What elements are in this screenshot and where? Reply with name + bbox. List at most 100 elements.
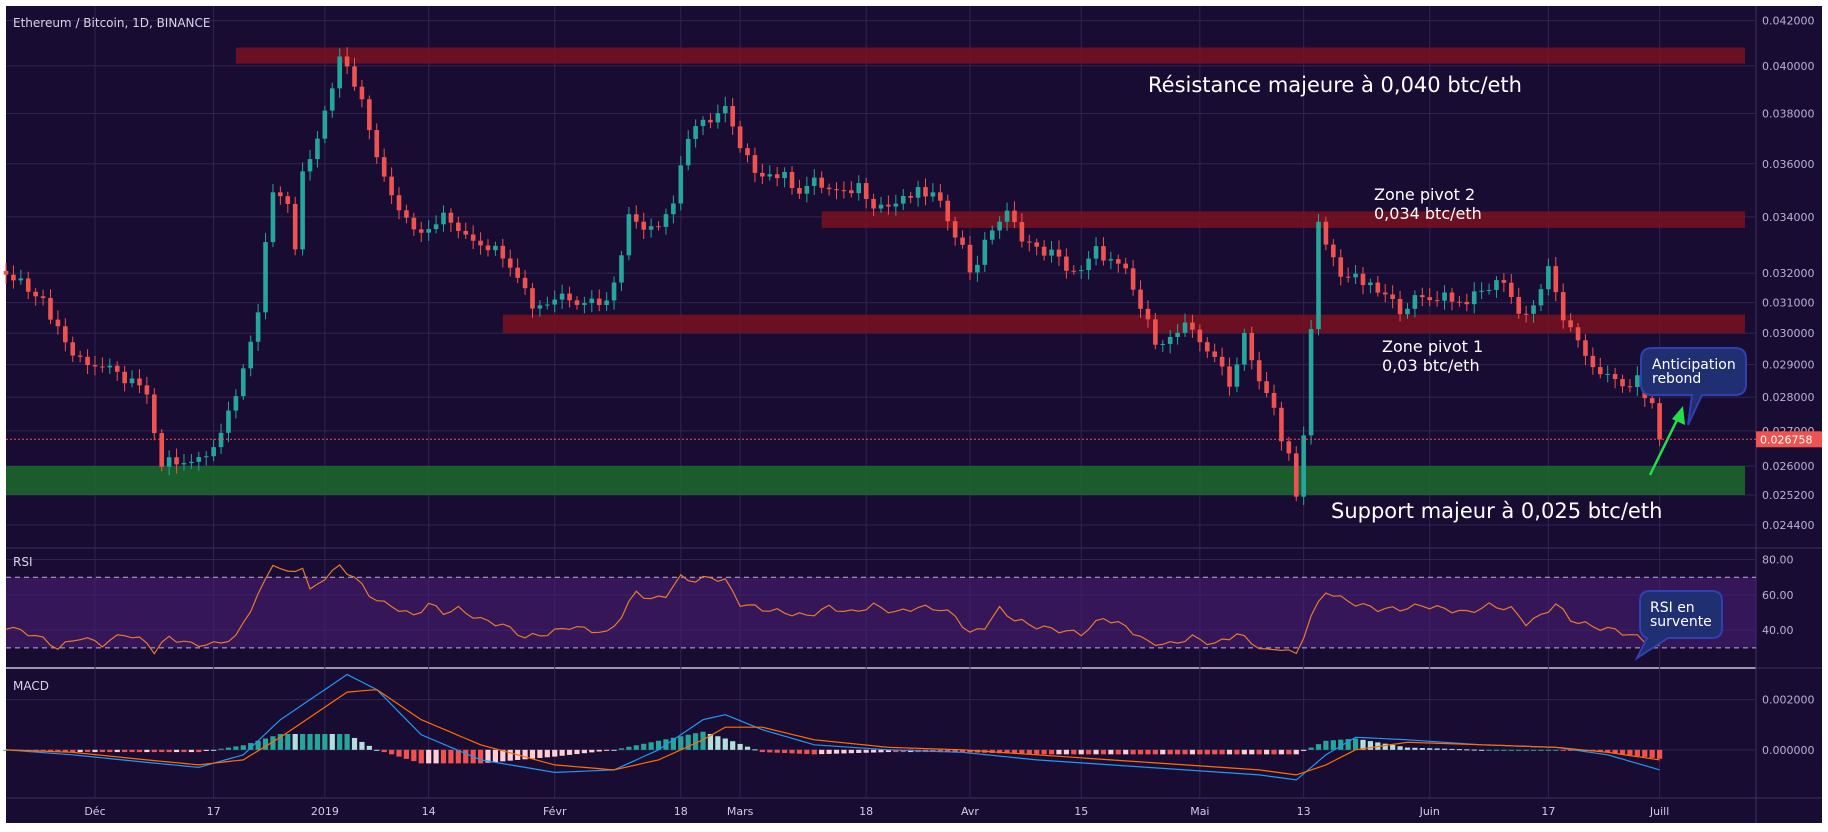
macd-title: MACD: [13, 679, 49, 693]
candle-body: [871, 198, 876, 209]
macd-histogram-bar: [1338, 739, 1344, 750]
macd-histogram-bar: [122, 749, 128, 753]
candle-body: [1523, 313, 1529, 315]
candle-body: [1041, 246, 1047, 256]
macd-histogram-bar: [440, 749, 447, 764]
candle-body: [189, 461, 194, 464]
macd-histogram-bar: [196, 749, 202, 753]
candle-body: [604, 300, 609, 306]
macd-histogram-bar: [1493, 749, 1500, 751]
candle-body: [1501, 280, 1507, 283]
macd-histogram-bar: [1034, 749, 1040, 755]
macd-histogram-bar: [1048, 749, 1055, 755]
macd-histogram-bar: [1137, 749, 1144, 755]
candle-body: [1471, 291, 1477, 305]
candle-body: [1597, 367, 1603, 375]
candle-body: [619, 255, 624, 283]
candle-body: [1538, 289, 1544, 306]
candle-body: [92, 365, 98, 367]
macd-histogram-bar: [1278, 749, 1285, 755]
macd-histogram-bar: [589, 749, 595, 753]
candle-body: [863, 183, 869, 199]
last-price-marker: 0.026758: [6, 431, 1822, 448]
signal-line: [5, 688, 1660, 776]
macd-histogram-bar: [77, 749, 83, 753]
macd-histogram-bar: [767, 749, 773, 753]
candle-body: [834, 189, 839, 191]
candle-body: [25, 278, 31, 292]
macd-histogram-bar: [211, 749, 217, 751]
macd-histogram-bar: [1330, 740, 1336, 750]
macd-histogram-bar: [1315, 744, 1322, 750]
candle-body: [1197, 329, 1203, 343]
candle-body: [1583, 340, 1588, 356]
candle-body: [411, 217, 417, 230]
macd-tick-label: 0.002000: [1762, 694, 1815, 707]
candle-body: [1160, 343, 1166, 345]
candle-body: [945, 200, 951, 222]
candle-body: [1316, 221, 1321, 330]
candle-body: [1590, 355, 1596, 368]
candle-body: [1004, 210, 1010, 222]
macd-histogram-bar: [611, 749, 617, 751]
candle-body: [789, 171, 795, 189]
macd-histogram-bar: [945, 749, 951, 753]
rsi-title: RSI: [13, 555, 33, 569]
macd-histogram-bar: [1568, 749, 1574, 751]
macd-histogram-bar: [833, 749, 840, 754]
candle-body: [967, 244, 973, 273]
macd-histogram-bar: [218, 748, 224, 750]
macd-histogram-bar: [188, 749, 194, 753]
macd-histogram-bar: [1093, 749, 1099, 755]
candle-body: [1286, 441, 1292, 454]
macd-histogram-bar: [715, 736, 721, 750]
macd-histogram-bar: [374, 749, 380, 751]
macd-histogram-bar: [151, 749, 157, 753]
candle-body: [1627, 386, 1633, 388]
macd-histogram-bar: [70, 749, 76, 753]
candle-body: [900, 195, 906, 204]
macd-histogram-bar: [1167, 749, 1173, 755]
macd-histogram-bar: [47, 749, 54, 752]
candle-body: [1249, 332, 1255, 361]
candle-body: [122, 371, 127, 384]
macd-histogram-bar: [307, 734, 313, 750]
time-tick-label: Avr: [961, 805, 979, 818]
macd-histogram-bar: [1397, 746, 1403, 750]
candle-body: [1434, 300, 1440, 302]
candle-body: [893, 203, 899, 207]
pivot-1-label: Zone pivot 1 0,03 btc/eth: [1382, 337, 1483, 375]
candle-body: [77, 355, 83, 357]
zone-band: [235, 47, 1745, 64]
candle-body: [760, 172, 765, 177]
zone-band: [502, 314, 1745, 334]
candle-body: [1308, 329, 1314, 436]
candle-body: [1049, 249, 1054, 256]
macd-histogram-bar: [203, 749, 209, 751]
candle-body: [1457, 301, 1462, 303]
resistance-label: Résistance majeure à 0,040 btc/eth: [1148, 73, 1522, 97]
candle-body: [1464, 301, 1470, 305]
price-tick-label: 0.030000: [1762, 327, 1815, 340]
macd-histogram-bar: [314, 734, 321, 750]
candle-body: [886, 204, 891, 207]
candle-body: [656, 226, 661, 228]
candle-body: [485, 245, 491, 251]
macd-histogram-bar: [1553, 749, 1559, 751]
candle-body: [329, 88, 335, 111]
candle-body: [1360, 273, 1366, 286]
macd-histogram-bar: [900, 749, 906, 753]
macd-histogram-bar: [1508, 749, 1514, 751]
macd-histogram-bar: [1019, 749, 1025, 754]
time-axis-bar: [6, 798, 1756, 823]
macd-histogram-bar: [1160, 749, 1166, 755]
candle-body: [441, 212, 446, 225]
macd-histogram-bar: [463, 749, 469, 764]
candle-body: [1034, 242, 1040, 247]
macd-histogram-bar: [604, 749, 610, 751]
candle-body: [114, 365, 120, 372]
macd-histogram-bar: [1545, 749, 1551, 751]
macd-histogram-bar: [1086, 749, 1092, 755]
macd-histogram-bar: [1657, 749, 1663, 759]
